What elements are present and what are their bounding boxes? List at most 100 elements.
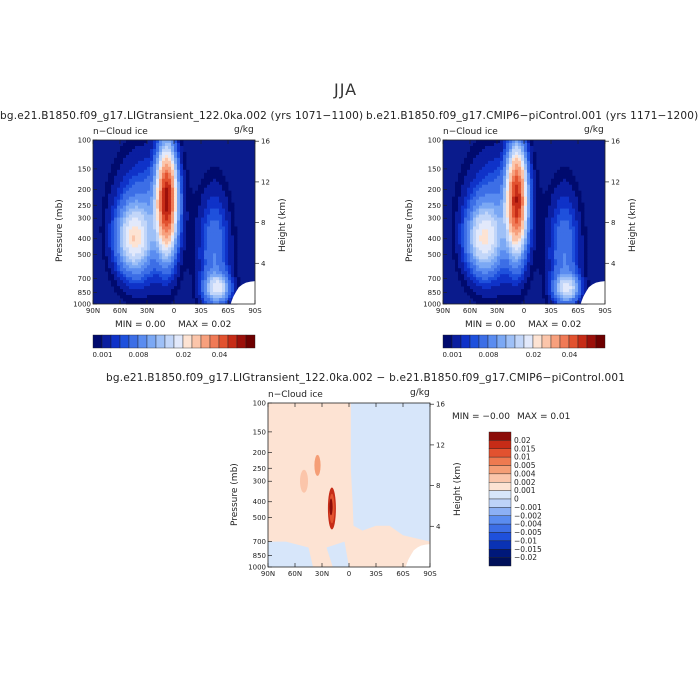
colorbar-swatch (488, 523, 512, 533)
colorbar-swatch (209, 334, 220, 349)
colorbar-swatch (182, 334, 193, 349)
colorbar-swatch (200, 334, 211, 349)
panel-3-ytick-label: 1000 (248, 564, 266, 572)
panel-3-colorbar-label: −0.002 (514, 511, 542, 520)
panel-2-y2tick-label: 12 (611, 178, 620, 186)
panel-1-xtick-label: 60S (221, 307, 235, 315)
panel-3-ytick-label: 150 (253, 428, 266, 436)
panel-2-ytick-label: 500 (428, 251, 441, 259)
panel-1-y2tick-label: 4 (261, 260, 266, 268)
colorbar-swatch (236, 334, 247, 349)
panel-2-title: b.e21.B1850.f09_g17.CMIP6−piControl.001 … (366, 110, 699, 122)
colorbar-swatch (92, 334, 103, 349)
panel-3-max: MAX = 0.01 (517, 412, 571, 422)
panel-2-y2tick-label: 16 (611, 138, 620, 146)
panel-2-ytick-label: 250 (428, 202, 441, 210)
colorbar-swatch (488, 549, 512, 558)
colorbar-swatch (559, 334, 570, 349)
colorbar-swatch (146, 334, 157, 349)
colorbar-swatch (595, 334, 606, 349)
panel-3-xtick-label: 30S (369, 570, 383, 578)
panel-2-ytick-label: 400 (428, 235, 441, 243)
colorbar-swatch (488, 465, 512, 475)
panel-1-colorbar-label: 0.008 (128, 351, 148, 359)
panel-1-ytick-label: 850 (78, 289, 91, 297)
colorbar-swatch (505, 334, 516, 349)
panel-2-colorbar-label: 0.02 (526, 351, 542, 359)
panel-1-colorbar-label: 0.02 (176, 351, 192, 359)
panel-2-colorbar-label: 0.008 (478, 351, 498, 359)
colorbar-swatch (488, 448, 512, 458)
colorbar-swatch (488, 482, 512, 491)
panel-3-min: MIN = −0.00 (452, 412, 510, 422)
panel-1-xtick-label: 90S (248, 307, 262, 315)
panel-3-anomaly-2 (329, 498, 333, 516)
panel-1-axes (92, 139, 259, 305)
panel-2-ytick-label: 150 (428, 165, 441, 173)
panel-3-colorbar (488, 431, 512, 567)
panel-2-ytick-label: 700 (428, 275, 441, 283)
panel-3-ytick-label: 700 (253, 538, 266, 546)
panel-1-units: g/kg (234, 125, 254, 135)
colorbar-swatch (488, 540, 512, 550)
panel-3-colorbar-label: −0.02 (514, 553, 537, 562)
panel-3-xtick-label: 60N (288, 570, 302, 578)
panel-3-colorbar-label: −0.001 (514, 503, 542, 512)
panel-2-field-label: n−Cloud ice (443, 127, 498, 137)
panel-3-ytick-label: 250 (253, 465, 266, 473)
panel-1-y2tick-label: 8 (261, 219, 265, 227)
colorbar-swatch (155, 334, 166, 349)
colorbar-swatch (496, 334, 507, 349)
colorbar-swatch (442, 334, 453, 349)
colorbar-swatch (488, 490, 512, 500)
colorbar-swatch (488, 440, 512, 449)
panel-2-xtick-label: 30S (544, 307, 558, 315)
colorbar-swatch (568, 334, 579, 349)
panel-1-colorbar-label: 0.001 (92, 351, 112, 359)
panel-3-ytick-label: 500 (253, 514, 266, 522)
colorbar-swatch (164, 334, 175, 349)
colorbar-swatch (488, 431, 512, 441)
panel-3-topography-mask (405, 544, 430, 567)
panel-2-xtick-label: 60N (463, 307, 477, 315)
panel-1-xtick-label: 0 (172, 307, 176, 315)
panel-1-ytick-label: 100 (78, 137, 91, 145)
panel-3-anomaly-4 (300, 469, 308, 493)
season-title: JJA (334, 80, 358, 99)
panel-1-ytick-label: 250 (78, 202, 91, 210)
colorbar-swatch (488, 507, 512, 516)
panel-3-colorbar-label: 0.001 (514, 486, 536, 495)
panel-3-negative-region-0 (350, 403, 430, 542)
panel-3-colorbar-label: −0.004 (514, 520, 542, 529)
colorbar-swatch (128, 334, 139, 349)
colorbar-swatch (469, 334, 480, 349)
colorbar-swatch (523, 334, 534, 349)
colorbar-swatch (478, 334, 489, 349)
colorbar-swatch (488, 515, 512, 525)
panel-1-ytick-label: 200 (78, 186, 91, 194)
panel-1-xtick-label: 30N (140, 307, 154, 315)
panel-1-contours (93, 140, 255, 305)
panel-3-y2tick-label: 16 (436, 401, 445, 409)
panel-2-axes (442, 139, 609, 305)
panel-3-colorbar-label: −0.005 (514, 528, 542, 537)
panel-3-colorbar-label: 0 (514, 495, 519, 504)
panel-3-ytick-label: 200 (253, 449, 266, 457)
panel-3-colorbar-label: 0.002 (514, 478, 536, 487)
colorbar-swatch (218, 334, 229, 349)
panel-2-units: g/kg (584, 125, 604, 135)
panel-2-xtick-label: 30N (490, 307, 504, 315)
colorbar-swatch (137, 334, 148, 349)
panel-1-xtick-label: 30S (194, 307, 208, 315)
panel-3-colorbar-label: −0.01 (514, 536, 537, 545)
panel-1-ytick-label: 500 (78, 251, 91, 259)
colorbar-swatch (173, 334, 184, 349)
colorbar-swatch (488, 456, 512, 466)
panel-1-min: MIN = 0.00 (115, 320, 166, 330)
panel-3-xtick-label: 30N (315, 570, 329, 578)
panel-3-colorbar-label: 0.004 (514, 469, 536, 478)
colorbar-swatch (541, 334, 552, 349)
panel-1-ytick-label: 150 (78, 165, 91, 173)
panel-3-colorbar-label: 0.02 (514, 436, 531, 445)
panel-3-y2tick-label: 4 (436, 523, 441, 531)
